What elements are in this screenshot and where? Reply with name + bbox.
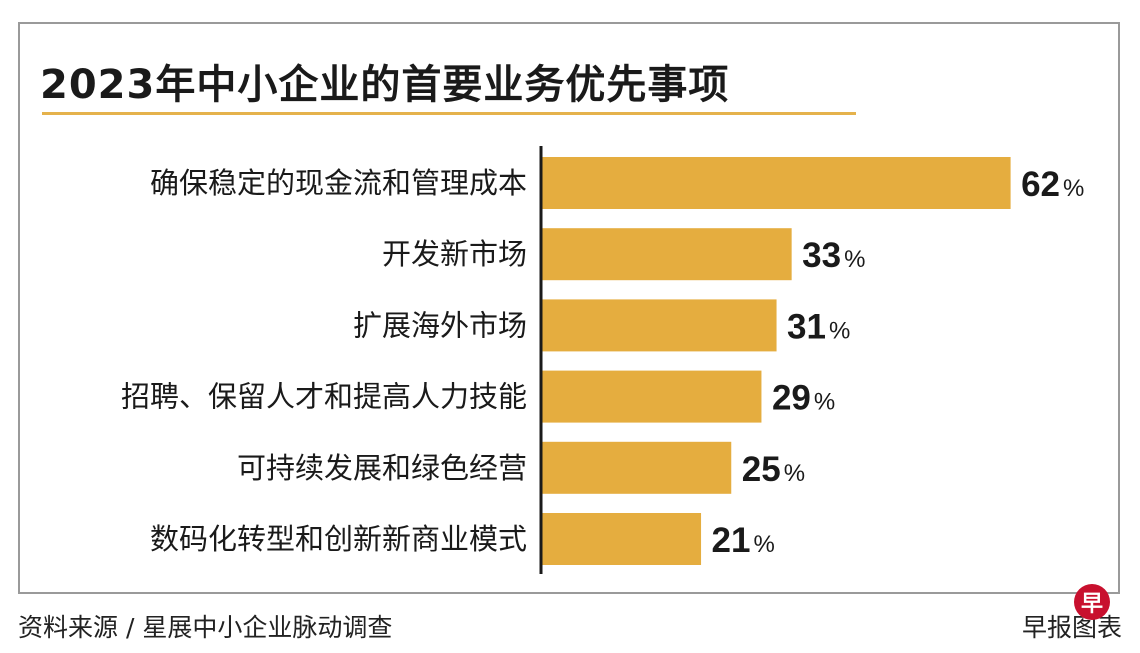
bar xyxy=(542,441,732,494)
category-label: 数码化转型和创新新商业模式 xyxy=(150,522,527,556)
data-label: 21% xyxy=(712,521,775,560)
data-label: 62% xyxy=(1021,165,1084,204)
category-label: 开发新市场 xyxy=(382,237,527,271)
category-label: 招聘、保留人才和提高人力技能 xyxy=(121,380,527,414)
bar xyxy=(542,299,777,352)
chart-credit: 早报图表 xyxy=(1021,613,1122,642)
zaobao-logo: 早 xyxy=(1074,584,1110,620)
bar xyxy=(542,513,702,565)
title-underline xyxy=(42,112,856,115)
source-note: 资料来源 / 星展中小企业脉动调查 xyxy=(18,613,393,642)
category-label: 可持续发展和绿色经营 xyxy=(237,451,527,485)
data-label: 31% xyxy=(787,307,850,346)
data-label: 29% xyxy=(772,379,835,418)
bar xyxy=(542,370,762,423)
chart-title: 2023年中小企业的首要业务优先事项 xyxy=(40,62,730,108)
category-label: 扩展海外市场 xyxy=(353,308,527,342)
data-label: 25% xyxy=(742,450,805,489)
bar xyxy=(542,157,1011,209)
chart-frame: 2023年中小企业的首要业务优先事项 xyxy=(18,22,1120,594)
category-label: 确保稳定的现金流和管理成本 xyxy=(150,166,527,200)
data-label: 33% xyxy=(802,236,865,275)
bar xyxy=(542,228,792,281)
bar-chart: 确保稳定的现金流和管理成本 62 % 开发新市场 33 % 扩展海外市场 31 % 招聘、保留人才… xyxy=(121,146,1084,574)
